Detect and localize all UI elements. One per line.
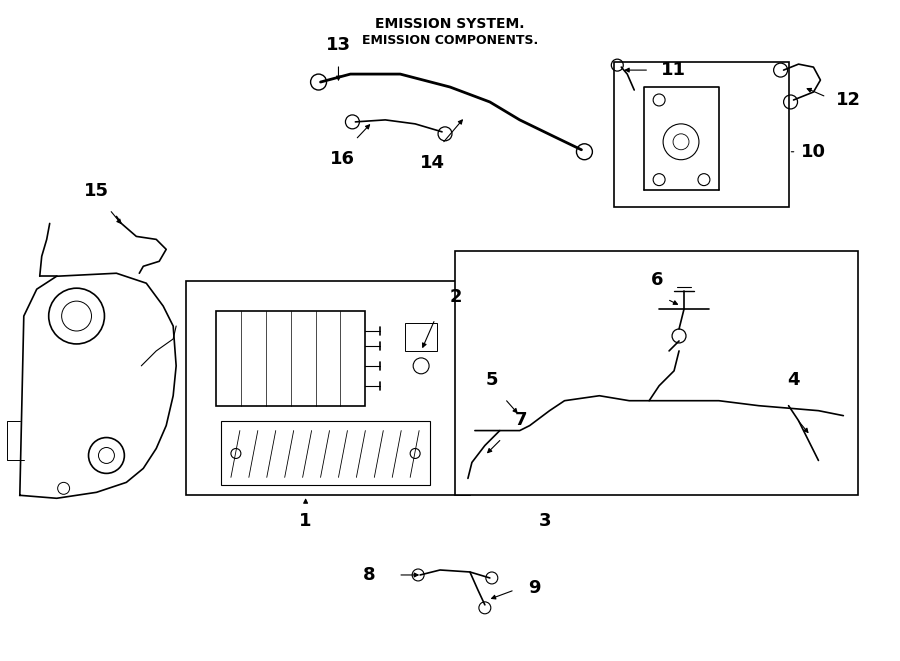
- Circle shape: [88, 438, 124, 473]
- Text: 6: 6: [651, 271, 663, 289]
- Circle shape: [58, 483, 69, 494]
- Polygon shape: [20, 273, 176, 498]
- Text: 12: 12: [836, 91, 861, 109]
- Text: 8: 8: [363, 566, 375, 584]
- Bar: [455, 251, 859, 495]
- Text: 14: 14: [419, 154, 445, 172]
- Bar: [405, 323, 437, 351]
- Text: 4: 4: [788, 371, 800, 389]
- Circle shape: [61, 301, 92, 331]
- Text: EMISSION SYSTEM.: EMISSION SYSTEM.: [375, 17, 525, 31]
- Circle shape: [98, 447, 114, 463]
- Text: 3: 3: [538, 512, 551, 530]
- Text: 16: 16: [330, 150, 355, 168]
- Text: 11: 11: [662, 61, 686, 79]
- Text: 9: 9: [527, 579, 540, 597]
- Text: 1: 1: [300, 512, 312, 530]
- Text: 15: 15: [84, 182, 109, 200]
- Text: 7: 7: [515, 410, 527, 428]
- Text: EMISSION COMPONENTS.: EMISSION COMPONENTS.: [362, 34, 538, 47]
- Bar: [216, 311, 365, 406]
- Text: 10: 10: [800, 143, 825, 161]
- Text: 2: 2: [450, 288, 463, 306]
- Bar: [186, 281, 470, 495]
- Bar: [221, 420, 430, 485]
- Bar: [615, 62, 788, 206]
- Text: 5: 5: [486, 371, 498, 389]
- Circle shape: [49, 288, 104, 344]
- Text: 13: 13: [326, 36, 351, 54]
